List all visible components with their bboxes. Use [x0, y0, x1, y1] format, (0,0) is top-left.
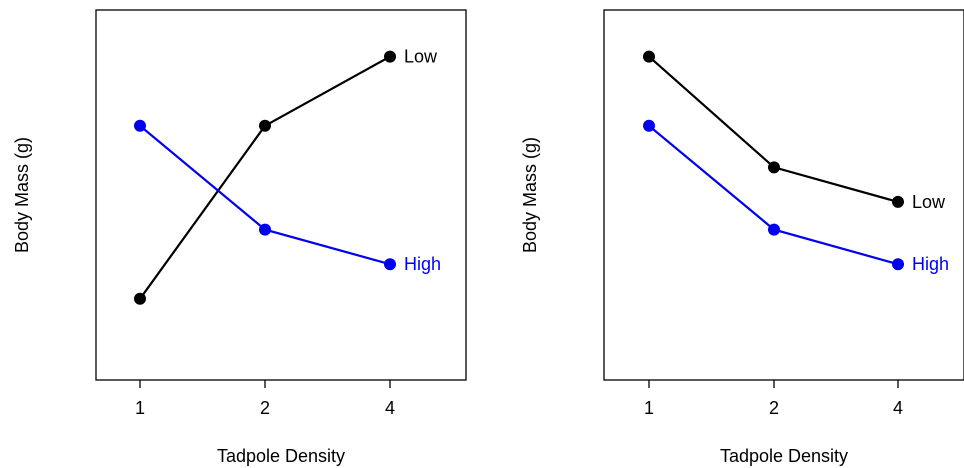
series-line-high: [139, 124, 391, 266]
data-point-low: [384, 50, 396, 63]
y-axis-label: Body Mass (g): [520, 137, 540, 253]
x-tick-label: 2: [260, 398, 270, 418]
x-tick-label: 1: [135, 398, 145, 418]
plot-frame: [603, 9, 964, 381]
data-point-high: [643, 119, 655, 132]
series-label-high: High: [912, 254, 949, 274]
series-label-high: High: [404, 254, 441, 274]
data-point-low: [134, 292, 146, 305]
data-point-low: [643, 50, 655, 63]
x-tick-label: 1: [644, 398, 654, 418]
x-axis-label: Tadpole Density: [720, 446, 848, 466]
data-point-low: [768, 161, 780, 174]
x-tick-label: 4: [893, 398, 903, 418]
plot-frame: [95, 9, 467, 381]
data-point-high: [384, 258, 396, 271]
series-label-low: Low: [404, 47, 438, 67]
data-point-high: [259, 223, 271, 236]
y-axis-label: Body Mass (g): [12, 137, 32, 253]
data-point-high: [134, 119, 146, 132]
data-point-low: [892, 195, 904, 208]
x-tick-label: 4: [385, 398, 395, 418]
series-line-high: [648, 124, 899, 266]
left-panel: 1 2 4 Tadpole Density Body Mass (g) Low High: [12, 9, 467, 466]
x-tick-label: 2: [769, 398, 779, 418]
right-panel: 1 2 4 Tadpole Density Body Mass (g) Low High: [520, 9, 964, 466]
series-label-low: Low: [912, 192, 946, 212]
data-point-high: [892, 258, 904, 271]
series-line-low: [648, 55, 899, 203]
series-line-low: [139, 55, 391, 300]
x-axis-label: Tadpole Density: [217, 446, 345, 466]
data-point-high: [768, 223, 780, 236]
data-point-low: [259, 119, 271, 132]
